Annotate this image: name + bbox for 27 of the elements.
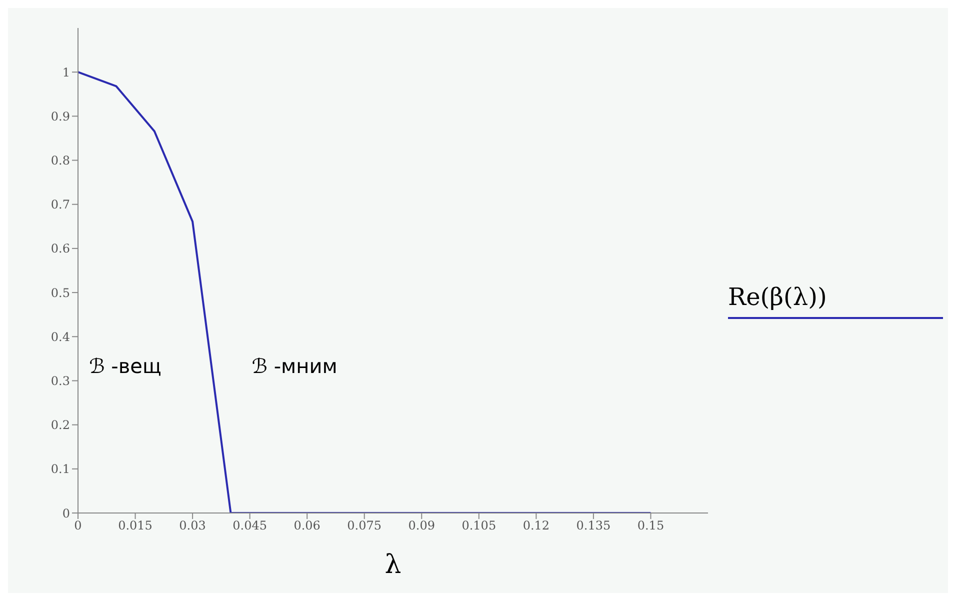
y-tick-label: 0	[62, 506, 70, 520]
y-tick-label: 0.5	[50, 286, 70, 300]
annotation: ℬ -вещ	[89, 354, 162, 378]
y-tick-label: 1	[62, 65, 70, 80]
x-tick-label: 0.015	[118, 518, 152, 533]
y-tick-label: 0.4	[50, 330, 70, 344]
x-tick-label: 0.06	[294, 518, 320, 533]
x-tick-label: 0.105	[462, 518, 496, 533]
x-axis-title: λ	[384, 550, 402, 580]
x-tick-label: 0.09	[408, 518, 435, 533]
y-tick-label: 0.2	[50, 418, 70, 432]
x-tick-label: 0.135	[576, 518, 611, 533]
x-tick-label: 0	[74, 518, 82, 533]
line-series	[78, 71, 652, 513]
y-tick-label: 0.1	[50, 462, 70, 476]
x-tick-label: 0.075	[347, 518, 382, 533]
y-tick-label: 0.8	[50, 154, 70, 168]
x-tick-label: 0.045	[232, 518, 267, 533]
x-tick-label: 0.03	[179, 518, 206, 533]
x-tick-label: 0.12	[522, 518, 550, 533]
text: Re(β(λ))	[728, 282, 943, 318]
y-tick-label: 0.9	[50, 109, 70, 124]
x-tick-label: 0.15	[637, 518, 664, 533]
y-tick-label: 0.3	[50, 374, 70, 388]
annotation: ℬ -мним	[252, 354, 338, 378]
y-tick-label: 0.7	[50, 198, 70, 212]
y-tick-label: 0.6	[50, 242, 70, 256]
